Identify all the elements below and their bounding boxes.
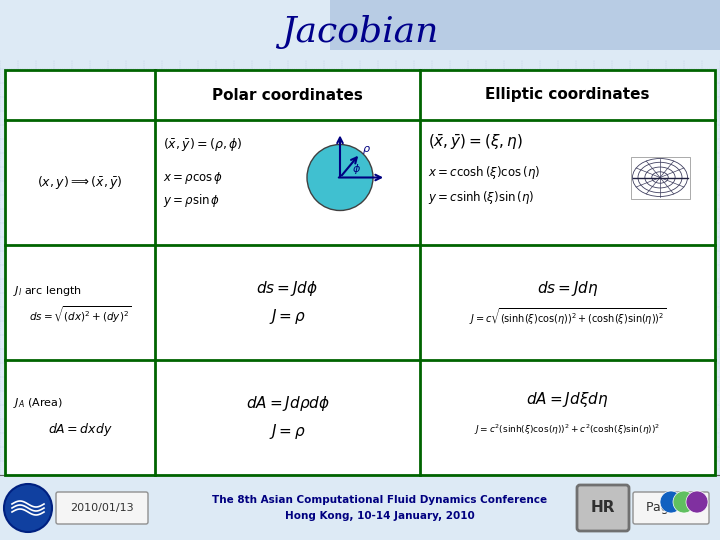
Text: $J=c\sqrt{\left(\sinh(\xi)\cos(\eta)\right)^2+\left(\cosh(\xi)\sin(\eta)\right)^: $J=c\sqrt{\left(\sinh(\xi)\cos(\eta)\rig… [469, 306, 667, 327]
Text: Page 63: Page 63 [646, 502, 696, 515]
Bar [5, 70, 715, 475]
Circle shape [686, 491, 708, 513]
Text: $J=c^2\left(\sinh(\xi)\cos(\eta)\right)^2+c^2\left(\cosh(\xi)\sin(\eta)\right)^2: $J=c^2\left(\sinh(\xi)\cos(\eta)\right)^… [474, 422, 661, 437]
Circle shape [660, 491, 682, 513]
Text: HR: HR [590, 500, 616, 515]
Text: $ds=Jd\eta$: $ds=Jd\eta$ [536, 279, 598, 298]
Text: $dA=Jd\xi d\eta$: $dA=Jd\xi d\eta$ [526, 390, 608, 409]
Text: $\left(\bar{x},\bar{y}\right)=\left(\xi,\eta\right)$: $\left(\bar{x},\bar{y}\right)=\left(\xi,… [428, 133, 523, 152]
Text: The 8th Asian Computational Fluid Dynamics Conference: The 8th Asian Computational Fluid Dynami… [212, 495, 548, 505]
Text: $J=\rho$: $J=\rho$ [269, 422, 306, 441]
Bar [330, 0, 720, 50]
FancyBboxPatch shape [633, 492, 709, 524]
FancyBboxPatch shape [56, 492, 148, 524]
Text: $y=\rho\sin\phi$: $y=\rho\sin\phi$ [163, 192, 220, 209]
Text: $\rho$: $\rho$ [362, 144, 371, 156]
Text: $ds=Jd\phi$: $ds=Jd\phi$ [256, 279, 318, 298]
Circle shape [4, 484, 52, 532]
Text: $J_A$ (Area): $J_A$ (Area) [13, 396, 63, 410]
Text: $J_l$ arc length: $J_l$ arc length [13, 284, 81, 298]
Text: 2010/01/13: 2010/01/13 [70, 503, 134, 513]
Text: $x=\rho\cos\phi$: $x=\rho\cos\phi$ [163, 170, 223, 186]
Text: $(\bar{x},\bar{y})=(\rho,\phi)$: $(\bar{x},\bar{y})=(\rho,\phi)$ [163, 136, 243, 153]
Circle shape [307, 145, 373, 211]
Text: $(x,y)\Longrightarrow(\bar{x},\bar{y})$: $(x,y)\Longrightarrow(\bar{x},\bar{y})$ [37, 174, 123, 191]
Text: $dA=dxdy$: $dA=dxdy$ [48, 421, 112, 438]
FancyBboxPatch shape [577, 485, 629, 531]
Text: Hong Kong, 10-14 January, 2010: Hong Kong, 10-14 January, 2010 [285, 511, 475, 521]
Text: $x=c\cosh\left(\xi\right)\cos\left(\eta\right)$: $x=c\cosh\left(\xi\right)\cos\left(\eta\… [428, 164, 540, 181]
Text: $\phi$: $\phi$ [352, 161, 361, 176]
Text: Elliptic coordinates: Elliptic coordinates [485, 87, 649, 103]
Text: $dA=Jd\rho d\phi$: $dA=Jd\rho d\phi$ [246, 394, 330, 413]
Text: $y=c\sinh\left(\xi\right)\sin\left(\eta\right)$: $y=c\sinh\left(\xi\right)\sin\left(\eta\… [428, 189, 534, 206]
Text: $ds=\sqrt{\left(dx\right)^2+\left(dy\right)^2}$: $ds=\sqrt{\left(dx\right)^2+\left(dy\rig… [29, 305, 131, 325]
Text: $J=\rho$: $J=\rho$ [269, 307, 306, 326]
Text: Jacobian: Jacobian [282, 15, 438, 49]
Bar [0, 475, 720, 540]
Text: Polar coordinates: Polar coordinates [212, 87, 363, 103]
Circle shape [673, 491, 695, 513]
Bar [5, 70, 715, 475]
Bar [631, 157, 690, 199]
